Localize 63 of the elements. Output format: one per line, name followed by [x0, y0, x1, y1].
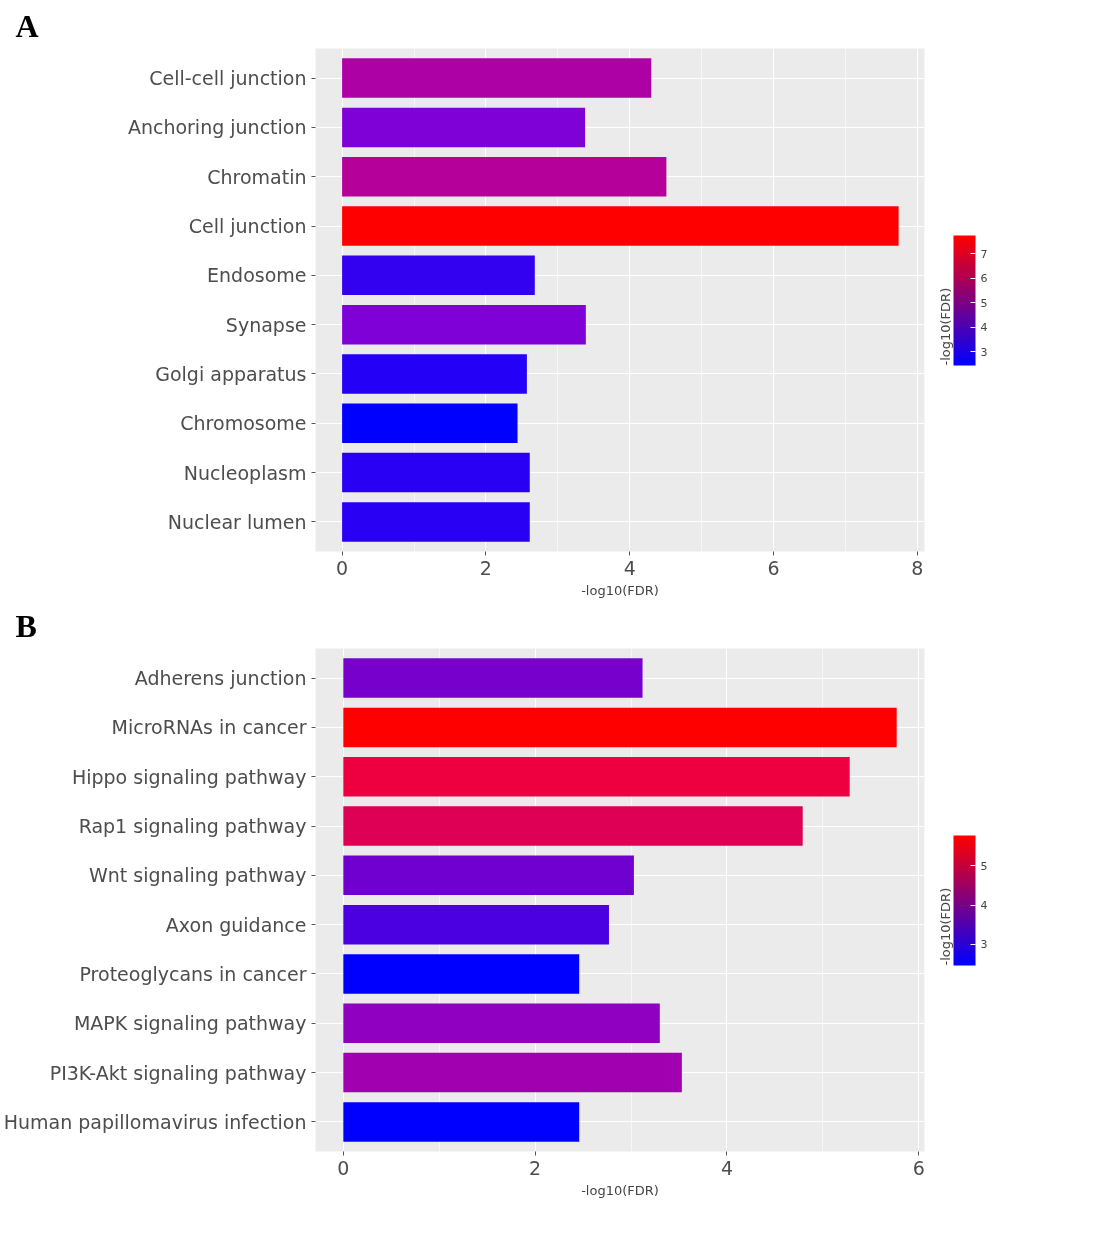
color-bar-title: -log10(FDR) — [937, 887, 953, 966]
color-bar-label: 5 — [980, 296, 988, 310]
bar — [343, 904, 609, 945]
x-tick-label: 0 — [337, 1156, 350, 1179]
x-tick-label: 0 — [336, 556, 349, 579]
color-bar-label: 7 — [980, 247, 988, 261]
y-tick-label: MAPK signaling pathway — [73, 1012, 307, 1035]
bar — [342, 156, 667, 197]
y-tick-label: Hippo signaling pathway — [71, 765, 307, 788]
y-tick-label: Proteoglycans in cancer — [79, 962, 307, 985]
x-tick-label: 6 — [767, 556, 780, 579]
bar — [342, 255, 535, 296]
y-tick-label: Golgi apparatus — [155, 362, 307, 385]
y-tick-label: Synapse — [225, 313, 307, 336]
bar — [342, 58, 652, 98]
bar — [342, 452, 530, 493]
bar — [342, 354, 527, 394]
bar — [343, 658, 643, 698]
bar — [343, 1052, 682, 1093]
color-bar-label: 3 — [980, 345, 988, 359]
bar — [343, 1102, 580, 1142]
y-tick-label: Nucleoplasm — [183, 461, 307, 484]
bar — [342, 206, 899, 246]
bar — [342, 502, 530, 542]
color-bar-label: 6 — [980, 272, 988, 286]
color-bar-label: 4 — [980, 899, 988, 913]
x-axis-title: -log10(FDR) — [581, 1182, 659, 1198]
x-tick-label: 4 — [720, 1156, 733, 1179]
y-tick-label: Nuclear lumen — [167, 510, 307, 533]
y-tick-label: Cell-cell junction — [149, 67, 307, 90]
y-tick-label: Chromosome — [180, 412, 307, 435]
y-tick-label: Human papillomavirus infection — [3, 1110, 307, 1133]
x-tick-label: 2 — [529, 1156, 542, 1179]
bar — [343, 707, 897, 748]
color-bar-label: 4 — [980, 321, 988, 335]
y-tick-label: Chromatin — [207, 165, 307, 188]
bar — [342, 107, 586, 148]
x-tick-label: 2 — [479, 556, 492, 579]
color-bar-label: 3 — [980, 938, 988, 952]
y-tick-label: Anchoring junction — [127, 116, 307, 139]
y-tick-label: Wnt signaling pathway — [88, 864, 307, 887]
y-tick-label: Rap1 signaling pathway — [78, 815, 307, 838]
bar — [343, 855, 634, 896]
x-tick-label: 4 — [623, 556, 636, 579]
y-tick-label: Cell junction — [188, 215, 307, 238]
bar — [342, 403, 518, 444]
y-tick-label: PI3K-Akt signaling pathway — [49, 1061, 307, 1084]
bar — [343, 756, 850, 797]
color-bar-label: 5 — [980, 859, 988, 873]
text: A — [15, 7, 39, 44]
bar — [343, 954, 580, 994]
x-tick-label: 8 — [911, 556, 924, 579]
y-tick-label: MicroRNAs in cancer — [111, 716, 307, 739]
x-axis-title: -log10(FDR) — [581, 582, 659, 598]
bar — [343, 806, 803, 846]
bar — [342, 304, 586, 345]
y-tick-label: Endosome — [207, 264, 307, 287]
y-tick-label: Axon guidance — [165, 913, 307, 936]
x-tick-label: 6 — [912, 1156, 925, 1179]
bar — [343, 1003, 660, 1044]
y-tick-label: Adherens junction — [134, 667, 307, 690]
text: B — [15, 607, 37, 644]
color-bar-title: -log10(FDR) — [937, 287, 953, 366]
